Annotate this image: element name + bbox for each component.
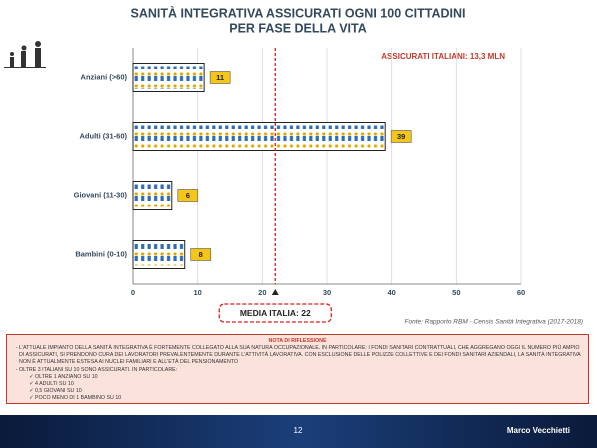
bar-figures xyxy=(134,66,204,89)
bar-figures xyxy=(134,125,385,148)
value-label-box xyxy=(190,248,212,261)
mean-label-box xyxy=(218,303,332,323)
x-tick-label: 20 xyxy=(258,288,266,297)
note-title: NOTA DI RIFLESSIONE xyxy=(268,338,327,344)
y-tick-label: Adulti (31-60) xyxy=(79,131,127,140)
value-label: 6 xyxy=(186,191,190,200)
bar-figures xyxy=(134,184,171,207)
x-tick-label: 10 xyxy=(193,288,201,297)
source: Fonte: Rapporto RBM - Censis Sanità Inte… xyxy=(405,319,583,326)
footer-band xyxy=(0,415,597,448)
chart-title: PER FASE DELLA VITA xyxy=(229,21,367,35)
x-tick-label: 30 xyxy=(323,288,331,297)
note-check: 0,5 GIOVANI SU 10 xyxy=(35,388,582,395)
value-label-box xyxy=(177,189,199,202)
chart-title: SANITÀ INTEGRATIVA ASSICURATI OGNI 100 C… xyxy=(131,5,466,20)
mean-label: MEDIA ITALIA: 22 xyxy=(240,308,311,318)
value-label: 11 xyxy=(216,73,224,82)
note-list: L'ATTUALE IMPIANTO DELLA SANITÀ INTEGRAT… xyxy=(13,345,582,402)
note-check: 4 ADULTI SU 10 xyxy=(35,381,582,388)
author: Marco Vecchietti xyxy=(507,426,570,435)
icon xyxy=(4,41,46,68)
value-label: 8 xyxy=(199,250,203,259)
value-label-box xyxy=(209,71,231,84)
note-bullet: L'ATTUALE IMPIANTO DELLA SANITÀ INTEGRAT… xyxy=(19,345,582,366)
bar-figures xyxy=(134,243,184,266)
y-tick-label: Bambini (0-10) xyxy=(75,249,127,258)
x-tick-label: 60 xyxy=(517,288,525,297)
note-check: POCO MENO DI 1 BAMBINO SU 10 xyxy=(35,395,582,402)
y-tick-label: Giovani (11-30) xyxy=(74,190,128,199)
note-bullet-text: OLTRE 3 ITALIANI SU 10 SONO ASSICURATI. … xyxy=(19,366,178,373)
x-tick-label: 50 xyxy=(452,288,460,297)
mean-marker xyxy=(271,289,279,295)
x-tick-label: 40 xyxy=(387,288,395,297)
annotation: ASSICURATI ITALIANI: 13,3 MLN xyxy=(381,52,505,61)
y-tick-label: Anziani (>60) xyxy=(81,72,128,81)
note-checks: OLTRE 1 ANZIANO SU 10 4 ADULTI SU 10 0,5… xyxy=(19,374,582,403)
note-box: NOTA DI RIFLESSIONE L'ATTUALE IMPIANTO D… xyxy=(6,334,589,404)
value-label: 39 xyxy=(397,132,405,141)
note-bullet: OLTRE 3 ITALIANI SU 10 SONO ASSICURATI. … xyxy=(19,367,582,403)
page-number: 12 xyxy=(294,426,303,435)
x-tick-label: 0 xyxy=(131,288,135,297)
note-check: OLTRE 1 ANZIANO SU 10 xyxy=(35,374,582,381)
value-label-box xyxy=(390,130,412,143)
